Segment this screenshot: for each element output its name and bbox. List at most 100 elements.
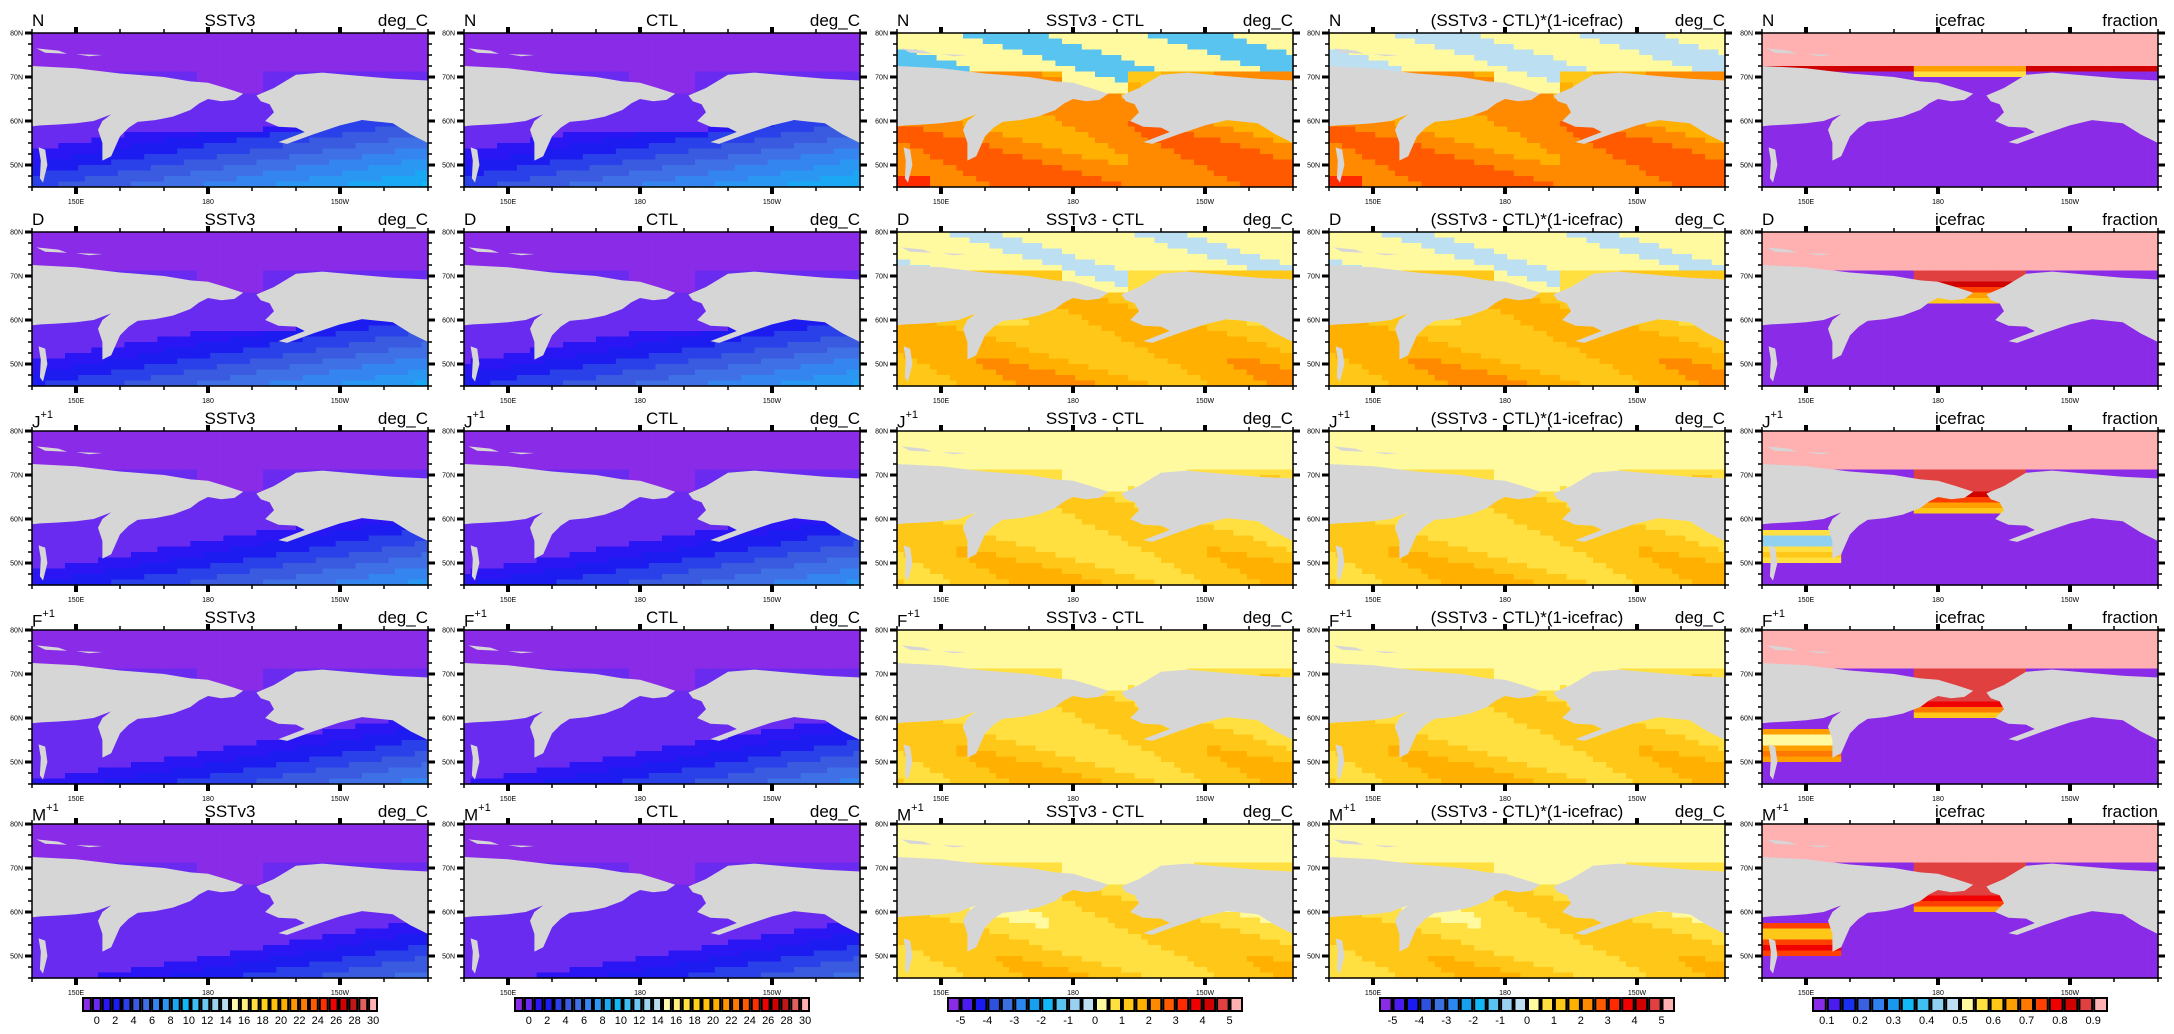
field-cell [655,126,663,133]
field-cell [1101,121,1109,128]
field-cell [296,176,304,183]
field-cell [602,154,610,161]
field-cell [1227,71,1235,78]
field-cell [348,38,356,45]
field-cell [203,176,211,183]
field-cell [230,99,238,106]
field-cell [32,154,40,161]
field-cell [510,181,518,188]
field-cell [170,115,178,122]
field-cell [1200,159,1208,166]
field-cell [203,104,211,111]
field-cell [342,126,350,133]
field-cell [302,143,310,150]
field-cell [322,60,330,67]
field-cell [936,159,944,166]
field-cell [381,38,389,45]
field-cell [368,143,376,150]
field-cell [930,55,938,62]
field-cell [956,159,964,166]
field-cell [282,176,290,183]
field-cell [355,181,363,188]
field-cell [368,121,376,128]
field-cell [662,126,670,133]
field-cell [117,165,125,172]
field-cell [523,148,531,155]
field-cell [269,66,277,73]
field-cell [582,159,590,166]
field-cell [1108,33,1116,40]
field-cell [236,176,244,183]
field-cell [309,165,317,172]
field-cell [236,44,244,51]
field-cell [1088,159,1096,166]
field-cell [104,60,112,67]
field-cell [497,126,505,133]
field-cell [249,181,257,188]
field-cell [1114,165,1122,172]
land-mass [508,54,535,57]
field-cell [236,126,244,133]
field-cell [1048,71,1056,78]
field-cell [853,165,861,172]
field-cell [910,181,918,188]
field-cell [1147,55,1155,62]
field-cell [523,137,531,144]
field-cell [1035,137,1043,144]
field-cell [695,33,703,40]
field-cell [807,121,815,128]
field-cell [1134,44,1142,51]
field-cell [65,55,73,62]
field-cell [840,170,848,177]
panel-month-label: N [32,12,44,29]
field-cell [1240,60,1248,67]
field-cell [728,159,736,166]
field-cell [596,49,604,56]
field-cell [1009,38,1017,45]
field-cell [131,181,139,188]
field-cell [1022,121,1030,128]
field-cell [728,55,736,62]
field-cell [1022,143,1030,150]
field-cell [510,132,518,139]
field-cell [761,49,769,56]
field-cell [236,165,244,172]
field-cell [249,38,257,45]
field-cell [342,148,350,155]
field-cell [38,126,46,133]
field-cell [355,159,363,166]
field-cell [170,55,178,62]
field-cell [688,55,696,62]
field-cell [170,154,178,161]
field-cell [1062,38,1070,45]
field-cell [243,66,251,73]
field-cell [1022,55,1030,62]
field-cell [734,159,742,166]
field-cell [282,159,290,166]
field-cell [1200,176,1208,183]
field-cell [903,49,911,56]
field-cell [1128,176,1136,183]
field-cell [32,165,40,172]
field-cell [582,71,590,78]
field-cell [516,55,524,62]
field-cell [342,165,350,172]
field-cell [223,170,231,177]
field-cell [1088,143,1096,150]
field-cell [243,137,251,144]
field-cell [741,66,749,73]
field-cell [388,137,396,144]
field-cell [543,55,551,62]
field-cell [602,49,610,56]
field-cell [648,170,656,177]
field-cell [956,170,964,177]
field-cell [1180,181,1188,188]
field-cell [695,165,703,172]
field-cell [747,44,755,51]
field-cell [549,55,557,62]
field-cell [969,33,977,40]
field-cell [662,104,670,111]
field-cell [708,132,716,139]
field-cell [164,55,172,62]
field-cell [1022,137,1030,144]
